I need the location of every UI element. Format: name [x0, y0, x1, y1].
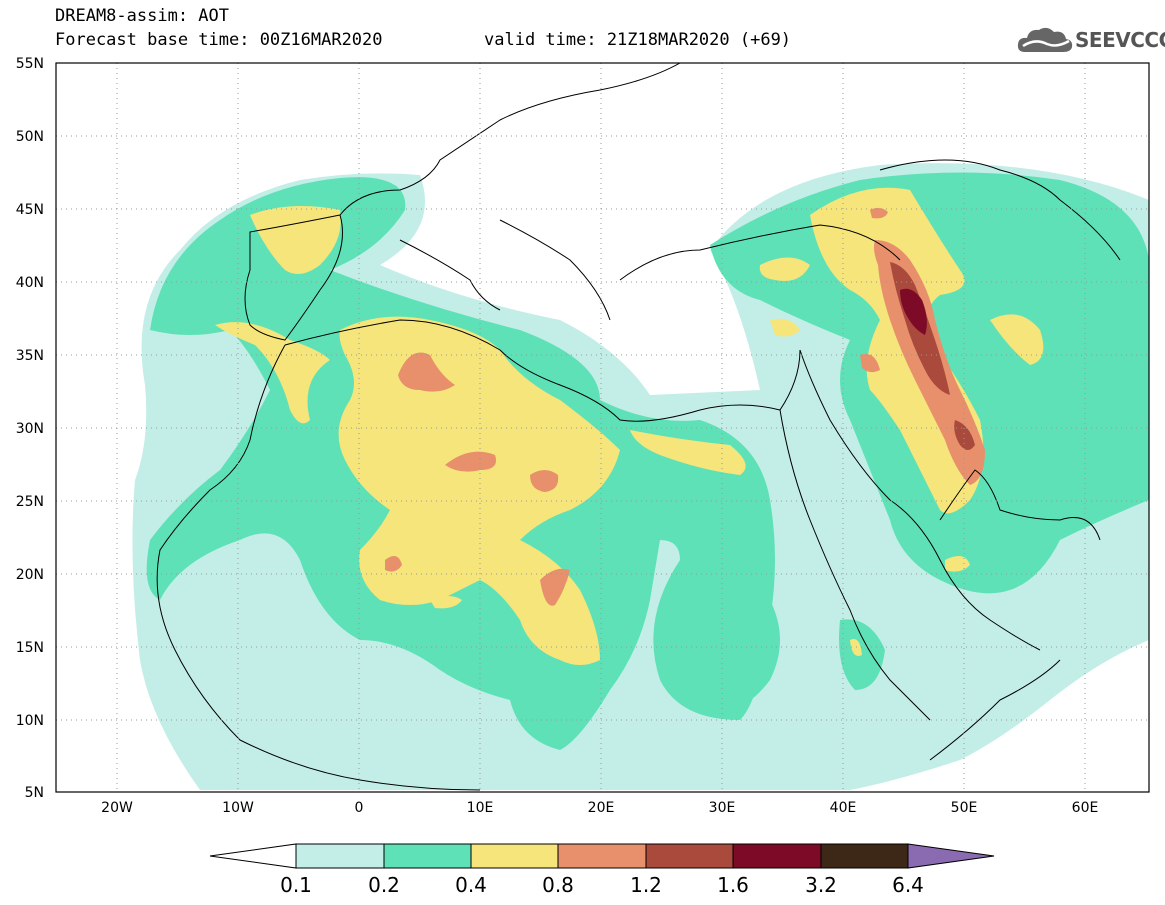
- legend-swatch: [470, 843, 559, 869]
- map-frame: [55, 62, 1150, 793]
- legend-upper-arrow: [907, 843, 995, 869]
- forecast-base-time: Forecast base time: 00Z16MAR2020: [55, 30, 383, 50]
- legend-label: 3.2: [805, 873, 837, 897]
- legend-label: 1.6: [717, 873, 749, 897]
- legend-swatch: [820, 843, 909, 869]
- lat-label: 45N: [16, 202, 44, 218]
- seevccc-logo: SEEVCCC: [1017, 24, 1165, 56]
- valid-time: valid time: 21Z18MAR2020 (+69): [484, 30, 792, 50]
- legend-label: 0.4: [455, 873, 487, 897]
- lat-label: 5N: [25, 785, 44, 801]
- lon-label: 20W: [101, 800, 133, 816]
- legend-swatch: [557, 843, 647, 869]
- lon-label: 40E: [830, 800, 857, 816]
- aot-level-1-6: [900, 288, 927, 335]
- lat-label: 10N: [16, 713, 44, 729]
- lat-label: 55N: [16, 56, 44, 72]
- legend-label: 6.4: [892, 873, 924, 897]
- aot-field: [132, 163, 1149, 790]
- lon-label: 20E: [588, 800, 615, 816]
- lat-label: 25N: [16, 494, 44, 510]
- legend-swatch: [732, 843, 822, 869]
- legend-swatch: [383, 843, 472, 869]
- legend-labels: 0.1 0.2 0.4 0.8 1.2 1.6 3.2 6.4: [280, 873, 924, 897]
- lon-label: 30E: [709, 800, 736, 816]
- lon-label: 10E: [467, 800, 494, 816]
- legend-label: 0.8: [542, 873, 574, 897]
- graticule: [56, 63, 1149, 792]
- legend-lower-arrow: [209, 843, 297, 869]
- color-legend: [209, 843, 995, 869]
- legend-swatch: [645, 843, 734, 869]
- lat-axis: 55N 50N 45N 40N 35N 30N 25N 20N 15N 10N …: [16, 56, 44, 801]
- legend-label: 1.2: [630, 873, 662, 897]
- legend-swatch: [295, 843, 385, 869]
- legend-label: 0.1: [280, 873, 312, 897]
- cloud-icon: [1017, 27, 1073, 52]
- lat-label: 15N: [16, 640, 44, 656]
- legend-label: 0.2: [368, 873, 400, 897]
- lat-label: 30N: [16, 421, 44, 437]
- lat-label: 50N: [16, 129, 44, 145]
- lon-axis: 20W 10W 0 10E 20E 30E 40E 50E 60E: [101, 800, 1098, 816]
- lon-label: 10W: [222, 800, 254, 816]
- lat-label: 40N: [16, 275, 44, 291]
- lon-label: 0: [355, 800, 364, 816]
- lon-label: 50E: [951, 800, 978, 816]
- lon-label: 60E: [1072, 800, 1099, 816]
- lat-label: 35N: [16, 348, 44, 364]
- lat-label: 20N: [16, 567, 44, 583]
- map-title: DREAM8-assim: AOT: [55, 6, 229, 26]
- coastlines: [156, 63, 1121, 791]
